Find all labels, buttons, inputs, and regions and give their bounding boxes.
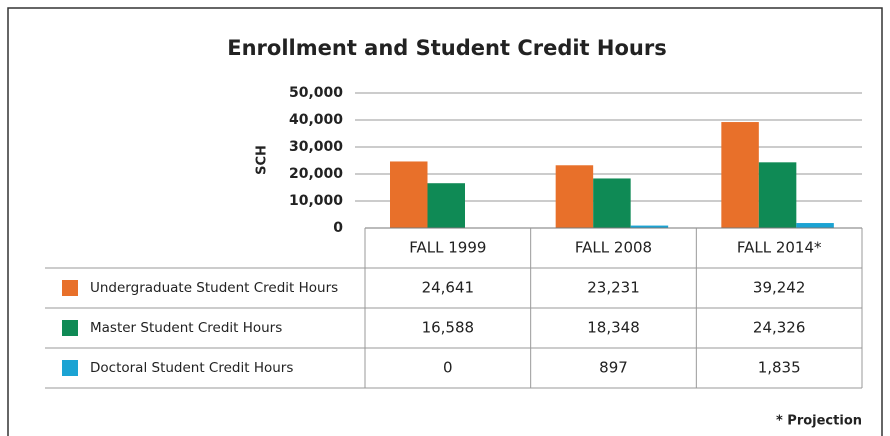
bar [593,178,631,228]
footnote: * Projection [776,414,862,429]
legend-swatch [62,360,78,376]
table-cell: 1,835 [758,359,801,377]
frame [7,7,883,436]
legend-label: Undergraduate Student Credit Hours [90,280,338,296]
table-cell: 18,348 [587,319,640,337]
table-cell: 24,641 [422,279,475,297]
legend-swatch [62,280,78,296]
legend-label: Doctoral Student Credit Hours [90,360,293,376]
bar [427,183,465,228]
y-tick-label: 10,000 [289,193,343,209]
table-cell: 0 [443,359,453,377]
x-tick-label: FALL 1999 [409,239,486,257]
legend-swatch [62,320,78,336]
table-cell: 24,326 [753,319,806,337]
table-cell: 39,242 [753,279,806,297]
bar [721,122,759,228]
table-cell: 897 [599,359,628,377]
bar [390,161,428,228]
table-cell: 23,231 [587,279,640,297]
y-tick-label: 40,000 [289,112,343,128]
x-tick-label: FALL 2008 [575,239,652,257]
y-tick-label: 20,000 [289,166,343,182]
x-tick-label: FALL 2014* [737,239,822,257]
bar [630,225,669,228]
bar [796,223,834,228]
legend-label: Master Student Credit Hours [90,320,282,336]
bar [758,162,797,228]
y-tick-label: 50,000 [289,85,343,101]
bar [555,165,594,228]
table-cell: 16,588 [422,319,475,337]
chart-title: Enrollment and Student Credit Hours [227,36,666,60]
y-axis-label: SCH [255,145,270,175]
y-tick-label: 30,000 [289,139,343,155]
y-tick-label: 0 [333,220,343,236]
